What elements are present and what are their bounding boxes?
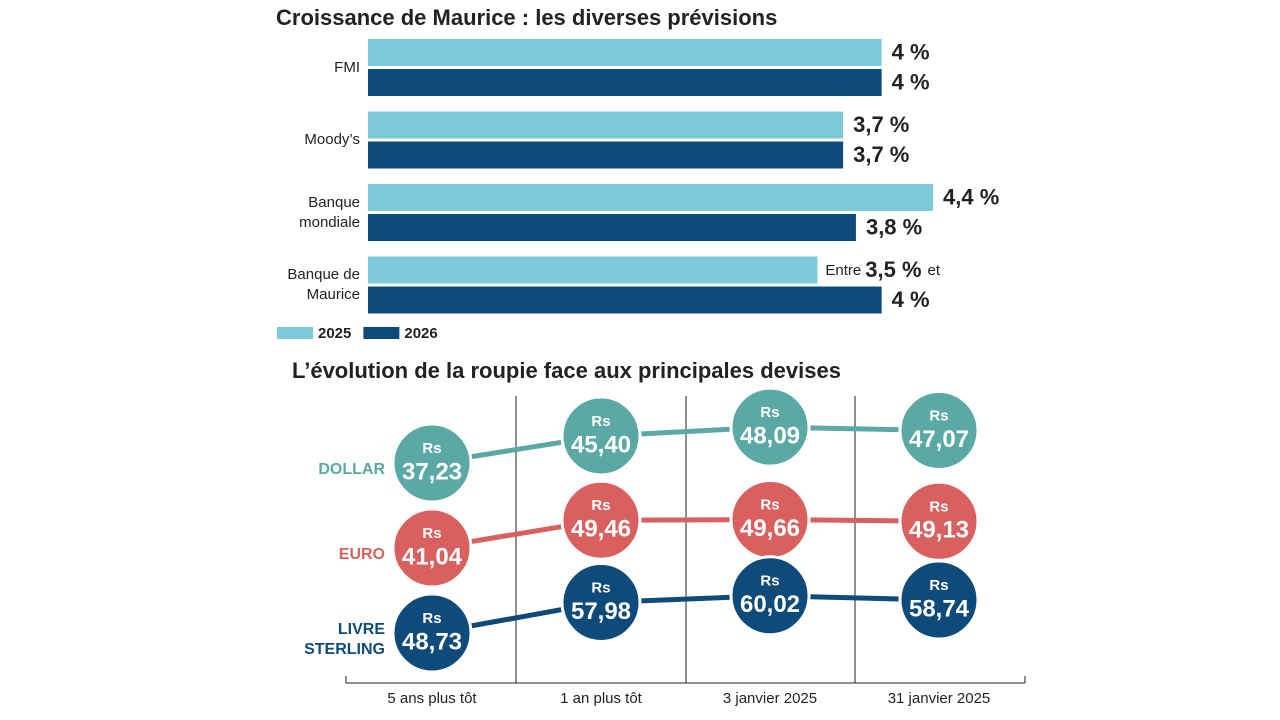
legend-label: 2026: [404, 325, 437, 342]
point: [391, 507, 473, 589]
value-label: 47,07: [909, 426, 969, 453]
bar: [368, 111, 844, 139]
value-suffix: et: [928, 262, 941, 279]
chart-title: L’évolution de la roupie face aux princi…: [292, 358, 841, 383]
grid: [345, 396, 1026, 684]
value-label: 57,98: [571, 598, 631, 625]
value-label: 41,04: [402, 543, 463, 570]
series-label: EURO: [338, 546, 385, 563]
bar: [368, 141, 844, 169]
value-label: 4 %: [892, 69, 930, 94]
point: [391, 422, 473, 504]
legend-swatch: [277, 327, 313, 339]
point: [898, 559, 980, 641]
value-label: 4,4 %: [943, 184, 999, 209]
value-prefix: Entre: [825, 262, 861, 279]
point: [560, 395, 642, 477]
value-label: 48,09: [740, 423, 800, 450]
category-label: Banque mondiale: [299, 193, 360, 231]
bar: [368, 184, 933, 211]
point: [560, 479, 642, 561]
currency-label: Rs: [422, 525, 441, 542]
value-label: 48,73: [402, 628, 462, 655]
currency-label: Rs: [422, 610, 441, 627]
category-label: Moody’s: [304, 131, 360, 148]
category-label: Banque de Maurice: [287, 266, 360, 303]
bar: [368, 69, 882, 96]
bar: [368, 39, 882, 66]
x-tick-label: 5 ans plus tôt: [387, 690, 477, 707]
value-label: 3,7 %: [853, 142, 909, 167]
x-tick-label: 1 an plus tôt: [560, 690, 643, 707]
x-tick-label: 3 janvier 2025: [723, 690, 817, 707]
line: [431, 424, 940, 466]
bar: [368, 286, 882, 314]
value-label: 3,7 %: [853, 112, 909, 137]
currency-label: Rs: [591, 413, 610, 430]
value-label: 37,23: [402, 458, 462, 485]
value-label: 4 %: [892, 287, 930, 312]
currency-label: Rs: [760, 404, 779, 421]
value-label: 58,74: [909, 595, 970, 622]
currency-label: Rs: [422, 440, 441, 457]
line: [431, 517, 940, 551]
point: [898, 390, 980, 472]
currency-label: Rs: [591, 579, 610, 596]
bar: [368, 256, 818, 284]
legend-swatch: [363, 327, 400, 339]
value-label: 60,02: [740, 591, 800, 618]
point: [560, 561, 642, 643]
currency-label: Rs: [760, 497, 779, 514]
x-tick-label: 31 janvier 2025: [888, 690, 991, 707]
point: [391, 592, 473, 674]
bar: [368, 214, 856, 241]
currency-label: Rs: [760, 573, 779, 590]
currency-label: Rs: [929, 498, 948, 515]
currency-label: Rs: [929, 577, 948, 594]
value-label: 49,66: [740, 515, 800, 542]
value-label: 4 %: [892, 39, 930, 64]
point: [729, 386, 811, 468]
value-label: 49,46: [571, 516, 631, 543]
chart-title: Croissance de Maurice : les diverses pré…: [276, 5, 777, 30]
category-label: FMI: [334, 58, 360, 76]
legend-label: 2025: [318, 325, 351, 342]
value-label: 3,8 %: [866, 214, 922, 239]
currency-label: Rs: [591, 497, 610, 514]
point: [729, 555, 811, 637]
series-label: DOLLAR: [318, 461, 385, 478]
series-label: LIVRE STERLING: [304, 621, 385, 658]
value-label: 3,5 %: [865, 257, 921, 282]
line: [431, 593, 940, 636]
value-label: 45,40: [571, 431, 631, 458]
currency-label: Rs: [929, 407, 948, 424]
value-label: 49,13: [909, 517, 969, 544]
